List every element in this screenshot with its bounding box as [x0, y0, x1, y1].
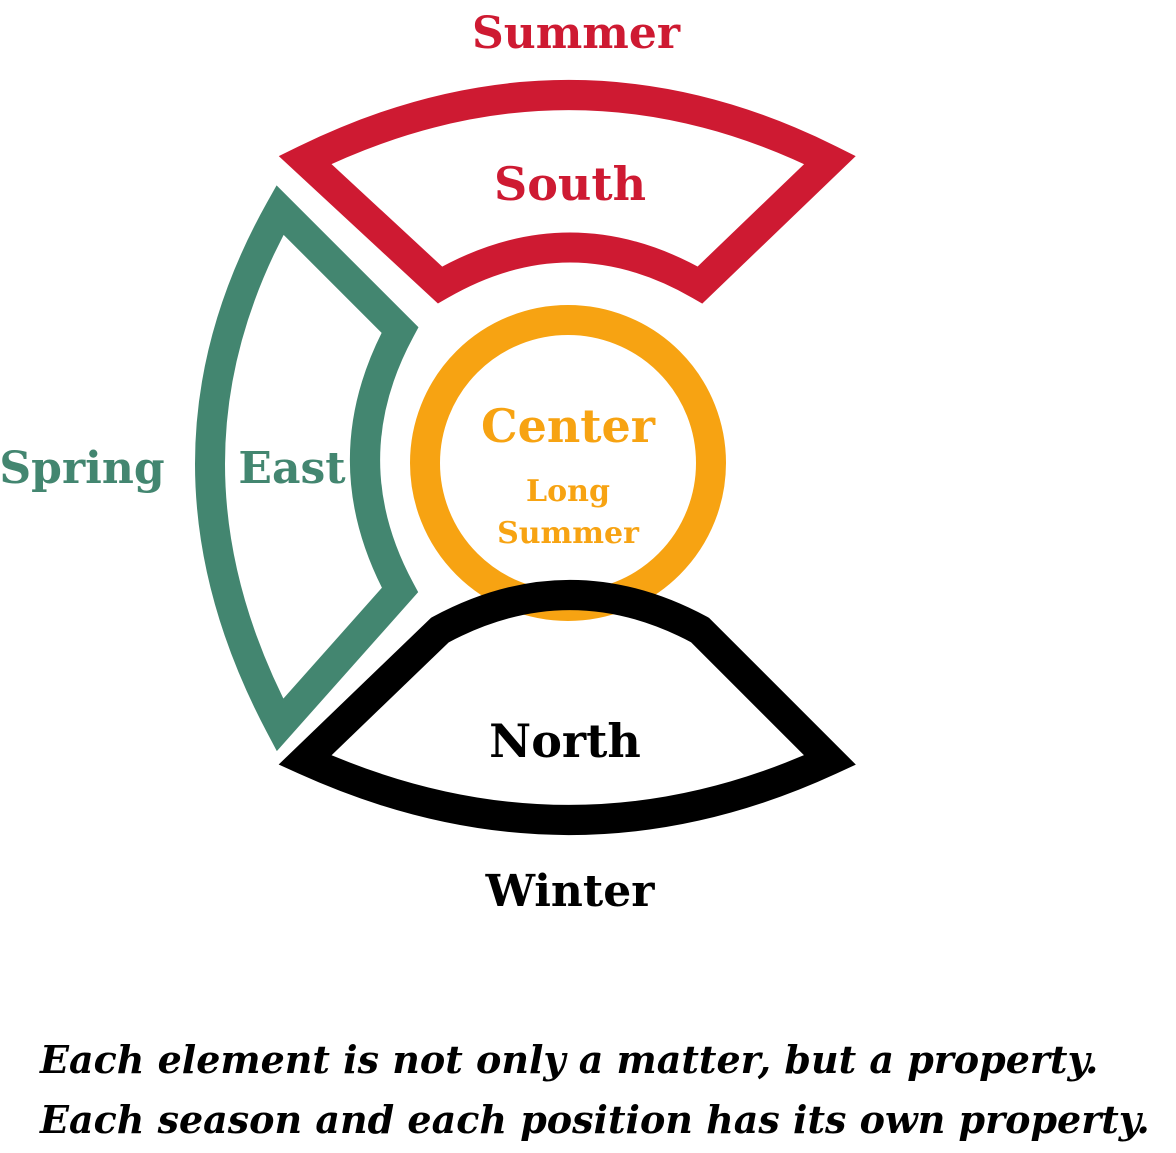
summer-label: Summer: [472, 8, 681, 59]
caption-line-2: Each season and each position has its ow…: [40, 1097, 1150, 1142]
center-circle: [410, 305, 726, 621]
east-segment: [195, 185, 419, 752]
center-sub-label-1: Long: [526, 474, 610, 509]
winter-label: Winter: [485, 866, 656, 917]
caption-line-1: Each element is not only a matter, but a…: [40, 1037, 1099, 1082]
east-label: East: [238, 443, 346, 494]
south-label: South: [494, 157, 646, 211]
center-sub-label-2: Summer: [497, 516, 640, 551]
spring-label: Spring: [0, 443, 165, 494]
north-label: North: [489, 714, 641, 768]
north-segment: [278, 580, 856, 835]
center-label: Center: [481, 399, 656, 453]
south-segment: [278, 80, 856, 304]
